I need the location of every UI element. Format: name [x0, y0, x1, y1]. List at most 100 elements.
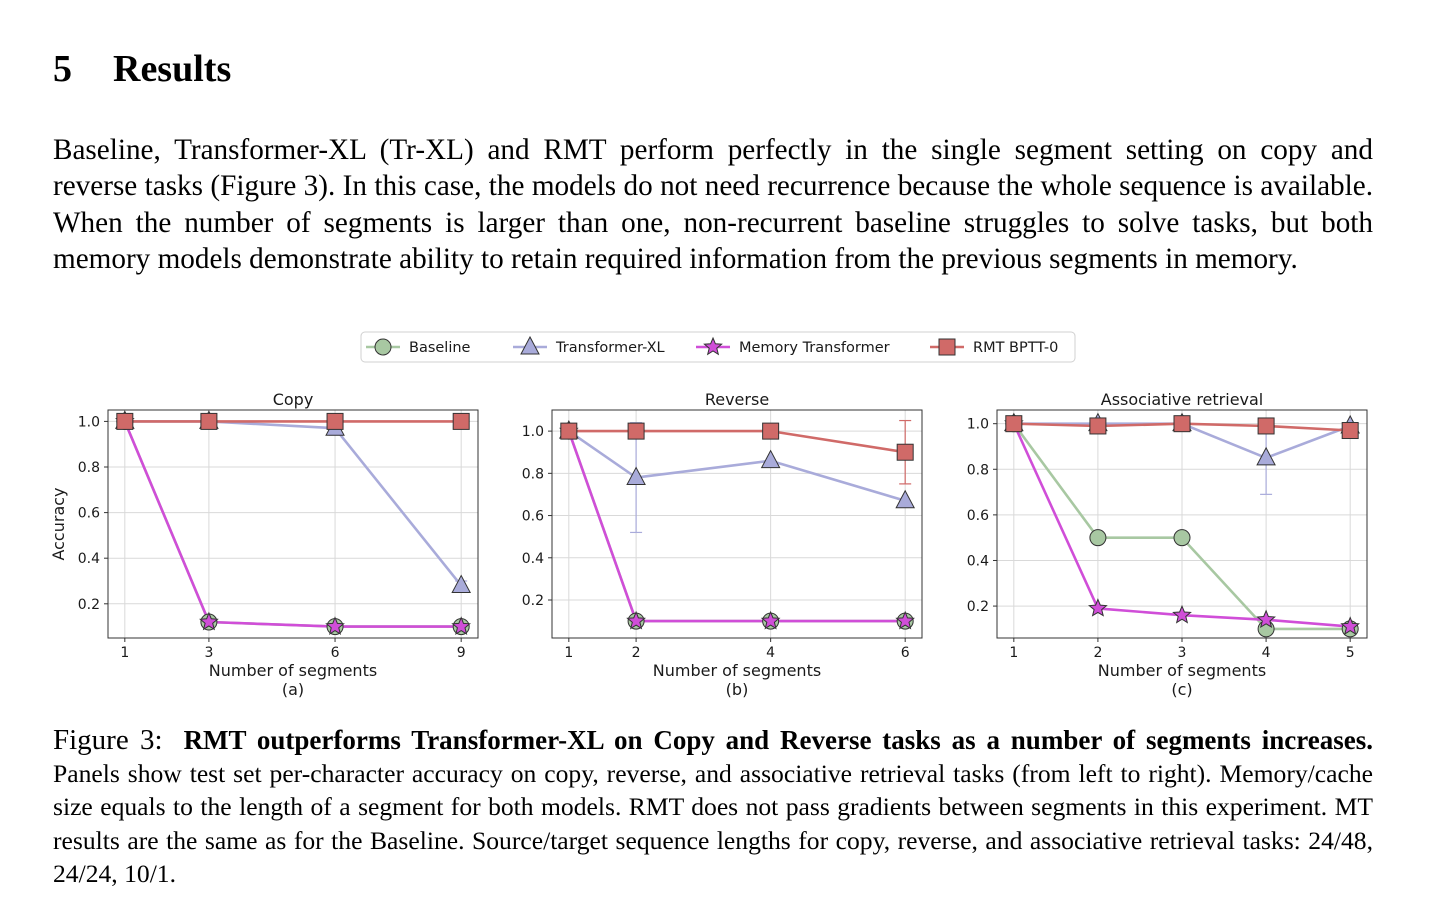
- figure-caption: Figure 3: RMT outperforms Transformer-XL…: [53, 724, 1373, 890]
- x-axis-label: Number of segments: [209, 661, 377, 680]
- data-point-memory-transformer: [1256, 609, 1276, 629]
- data-point-rmt-bptt-0: [1257, 417, 1275, 435]
- panel-label: (a): [282, 680, 304, 699]
- legend-marker-square: [938, 338, 956, 356]
- legend-marker-star: [703, 336, 723, 356]
- figure-3: Baseline Transformer-XL Memory Transformer…: [49, 331, 1368, 699]
- x-axis-label: Number of segments: [1098, 661, 1266, 680]
- series-line-transformer-xl: [124, 420, 463, 587]
- x-tick-label: 1: [1009, 645, 1018, 661]
- data-point-memory-transformer: [895, 610, 915, 630]
- legend-item-rmt-bptt-0: RMT BPTT-0: [930, 338, 1058, 356]
- legend-label: Transformer-XL: [555, 340, 665, 356]
- series-line-memory-transformer: [567, 430, 906, 623]
- plot-frame: [107, 409, 479, 639]
- data-point-rmt-bptt-0: [1089, 417, 1107, 435]
- data-point-transformer-xl: [451, 574, 472, 594]
- y-tick-label: 0.4: [78, 551, 100, 567]
- y-tick-label: 0.2: [967, 599, 989, 615]
- y-tick-label: 0.6: [967, 508, 989, 524]
- data-point-rmt-bptt-0: [627, 422, 645, 440]
- y-tick-label: 1.0: [78, 414, 100, 430]
- legend-label: Baseline: [409, 340, 471, 356]
- data-point-memory-transformer: [1340, 616, 1360, 635]
- data-point-transformer-xl: [1256, 446, 1276, 466]
- data-point-rmt-bptt-0: [452, 412, 470, 430]
- data-point-memory-transformer: [760, 610, 781, 630]
- data-point-memory-transformer: [1172, 604, 1192, 624]
- x-tick-label: 9: [457, 645, 466, 661]
- data-point-memory-transformer: [1088, 598, 1108, 617]
- panel-label: (b): [726, 680, 749, 699]
- series-line-rmt-bptt-0: [568, 429, 906, 454]
- legend-label: RMT BPTT-0: [973, 340, 1058, 356]
- x-tick-label: 5: [1346, 645, 1355, 661]
- series-line-transformer-xl: [568, 430, 906, 503]
- x-tick-label: 6: [901, 645, 910, 661]
- data-point-rmt-bptt-0: [1173, 415, 1191, 433]
- chart-panel-2: 0.2 0.4 0.6 0.8 1.0 1 2 4 6 Reverse Number of segm…: [522, 390, 923, 699]
- x-tick-label: 4: [766, 645, 775, 661]
- y-tick-label: 1.0: [522, 424, 544, 440]
- y-tick-label: 0.4: [967, 553, 989, 569]
- section-title: Results: [113, 48, 232, 90]
- x-tick-label: 2: [1093, 645, 1102, 661]
- data-point-rmt-bptt-0: [200, 412, 218, 430]
- legend-marker-circle: [374, 338, 392, 356]
- data-point-transformer-xl: [626, 466, 646, 486]
- y-tick-label: 0.8: [967, 462, 989, 478]
- legend-item-memory-transformer: Memory Transformer: [696, 336, 890, 356]
- data-point-baseline: [1173, 529, 1191, 547]
- x-tick-label: 1: [564, 645, 573, 661]
- chart-title: Copy: [273, 390, 314, 409]
- x-tick-label: 6: [331, 645, 340, 661]
- data-point-memory-transformer: [325, 616, 345, 635]
- y-axis-label: Accuracy: [49, 487, 68, 560]
- chart-title: Associative retrieval: [1101, 390, 1264, 409]
- caption-text: Panels show test set per-character accur…: [53, 759, 1373, 888]
- x-tick-label: 4: [1262, 645, 1271, 661]
- caption-label: Figure 3:: [53, 724, 163, 756]
- section-heading: 5 Results: [53, 44, 231, 94]
- data-point-rmt-bptt-0: [1341, 422, 1359, 440]
- data-point-memory-transformer: [199, 611, 219, 631]
- y-tick-label: 0.6: [78, 506, 100, 522]
- caption-bold: RMT outperforms Transformer-XL on Copy a…: [183, 725, 1373, 755]
- data-point-rmt-bptt-0: [326, 412, 344, 430]
- data-point-memory-transformer: [451, 616, 471, 635]
- x-axis-label: Number of segments: [653, 661, 821, 680]
- legend: Baseline Transformer-XL Memory Transformer…: [360, 331, 1076, 363]
- legend-item-baseline: Baseline: [366, 338, 471, 356]
- y-tick-label: 0.4: [522, 551, 544, 567]
- section-number: 5: [53, 48, 72, 90]
- legend-marker-triangle: [520, 335, 540, 355]
- y-tick-label: 0.8: [78, 460, 100, 476]
- legend-label: Memory Transformer: [739, 340, 890, 356]
- x-tick-label: 2: [632, 645, 641, 661]
- data-point-rmt-bptt-0: [896, 443, 914, 461]
- data-point-rmt-bptt-0: [116, 412, 134, 430]
- data-point-rmt-bptt-0: [1005, 415, 1023, 433]
- data-point-memory-transformer: [626, 610, 646, 630]
- chart-panel-1: 0.2 0.4 0.6 0.8 1.0 1 3 6 9 Copy Number of segment…: [49, 390, 479, 699]
- y-tick-label: 1.0: [967, 417, 989, 433]
- series-line-memory-transformer: [123, 420, 462, 628]
- chart-panels: 0.2 0.4 0.6 0.8 1.0 1 3 6 9 Copy Number of segment…: [49, 390, 1368, 699]
- data-point-rmt-bptt-0: [560, 422, 578, 440]
- x-tick-label: 3: [204, 645, 213, 661]
- chart-panel-3: 0.2 0.4 0.6 0.8 1.0 1 2 3 4 5 Associative retrieva…: [967, 390, 1368, 699]
- y-tick-label: 0.6: [522, 509, 544, 525]
- data-point-transformer-xl: [895, 489, 916, 509]
- data-point-rmt-bptt-0: [762, 422, 780, 440]
- data-point-baseline: [1089, 529, 1107, 547]
- y-tick-label: 0.8: [522, 466, 544, 482]
- chart-title: Reverse: [705, 390, 769, 409]
- legend-item-transformer-xl: Transformer-XL: [513, 335, 665, 356]
- series-line-baseline: [567, 430, 906, 623]
- panel-label: (c): [1171, 680, 1192, 699]
- y-tick-label: 0.2: [78, 597, 100, 613]
- body-paragraph: Baseline, Transformer-XL (Tr-XL) and RMT…: [53, 134, 1373, 275]
- plot-frame: [551, 409, 923, 639]
- data-point-transformer-xl: [760, 449, 781, 469]
- x-tick-label: 3: [1178, 645, 1187, 661]
